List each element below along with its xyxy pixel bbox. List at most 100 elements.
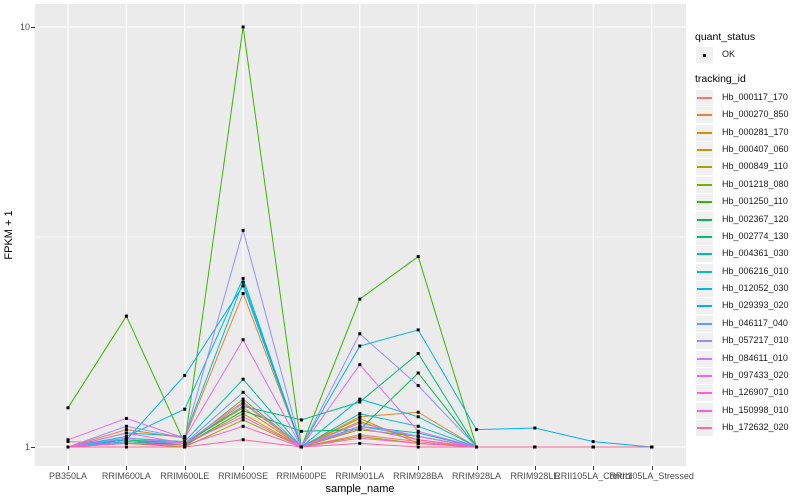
- x-tick-label: RRII105LA_Stressed: [609, 471, 694, 481]
- point-marker: [416, 424, 420, 428]
- point-marker: [358, 420, 362, 423]
- legend-key-box: [696, 350, 713, 367]
- legend-line-swatch: [697, 253, 712, 256]
- legend-key-box: [696, 420, 713, 437]
- x-tick-label: RRIM928LA: [452, 471, 502, 481]
- point-marker: [183, 434, 187, 438]
- legend-key-box: [696, 176, 713, 193]
- point-marker: [358, 428, 362, 432]
- legend-line-swatch: [697, 322, 712, 325]
- point-marker: [183, 436, 187, 440]
- legend-key-box: [696, 228, 713, 245]
- legend-line-swatch: [697, 340, 712, 343]
- x-tick-mark: [243, 466, 245, 470]
- x-tick-mark: [476, 466, 478, 470]
- point-marker: [183, 374, 187, 377]
- point-marker: [358, 412, 362, 416]
- point-marker: [416, 431, 420, 435]
- point-marker: [416, 445, 420, 449]
- x-tick-mark: [184, 466, 186, 470]
- point-marker: [241, 418, 245, 422]
- legend-item-label: Hb_000849_110: [722, 161, 788, 172]
- point-marker: [299, 445, 303, 449]
- point-marker: [533, 426, 537, 430]
- x-tick-mark: [359, 466, 361, 470]
- point-marker: [241, 397, 245, 401]
- point-marker: [124, 440, 128, 444]
- point-marker: [241, 438, 245, 442]
- x-tick-mark: [593, 466, 595, 470]
- x-tick-mark: [68, 466, 69, 470]
- chart-canvas: [35, 4, 686, 466]
- legend-key-box: [696, 90, 713, 106]
- point-marker: [650, 445, 654, 449]
- legend-key-box: [696, 124, 713, 141]
- legend-line-swatch: [697, 114, 712, 117]
- point-marker: [416, 438, 420, 442]
- point-marker: [241, 284, 245, 288]
- point-marker: [241, 424, 245, 428]
- legend-item-label: Hb_000270_850: [722, 109, 789, 120]
- legend-item-label: OK: [722, 49, 736, 59]
- legend-item-label: Hb_012052_030: [722, 283, 789, 294]
- legend-line-swatch: [697, 288, 712, 291]
- point-marker: [124, 436, 128, 440]
- legend-item-label: Hb_097433_020: [722, 369, 789, 380]
- point-marker: [183, 443, 187, 447]
- point-marker: [416, 440, 420, 444]
- point-marker: [183, 407, 187, 411]
- point-marker: [416, 255, 420, 259]
- legend-item-label: Hb_002774_130: [722, 230, 789, 241]
- point-marker: [299, 418, 303, 422]
- legend-key-box: [696, 159, 713, 176]
- point-marker: [183, 440, 187, 444]
- legend-title-quant-status: quant_status: [695, 31, 756, 43]
- x-tick-mark: [301, 466, 303, 470]
- legend-line-swatch: [697, 305, 712, 308]
- point-marker: [416, 328, 420, 332]
- legend-line-swatch: [697, 131, 712, 134]
- point-marker: [124, 441, 128, 445]
- legend-item-label: Hb_004361_030: [722, 248, 789, 259]
- x-tick-mark: [651, 466, 653, 470]
- legend-title-tracking-id: tracking_id: [695, 73, 746, 85]
- point-marker: [124, 314, 128, 318]
- legend-line-swatch: [697, 270, 712, 273]
- point-marker: [241, 415, 245, 419]
- point-marker: [241, 409, 245, 413]
- legend-item-label: Hb_000281_170: [722, 126, 789, 137]
- x-tick-mark: [534, 466, 536, 470]
- point-marker: [358, 397, 362, 401]
- x-tick-label: RRIM600SE: [218, 471, 269, 481]
- point-marker: [416, 429, 420, 433]
- legend-key-box: [696, 281, 713, 298]
- y-tick-mark: [31, 447, 35, 448]
- point-marker: [358, 424, 362, 428]
- legend-item-label: Hb_046117_040: [722, 317, 788, 328]
- point-marker: [124, 424, 128, 428]
- point-marker: [183, 441, 187, 445]
- legend-line-swatch: [697, 409, 712, 412]
- legend-line-swatch: [697, 392, 712, 395]
- point-marker: [358, 415, 362, 419]
- point-marker: [241, 377, 245, 381]
- legend-key-box: [696, 385, 713, 402]
- legend-item-label: Hb_001218_080: [722, 178, 789, 189]
- point-marker: [124, 416, 128, 420]
- point-marker: [358, 297, 362, 301]
- x-tick-label: PB350LA: [48, 471, 88, 481]
- point-marker: [416, 434, 420, 438]
- legend-line-swatch: [697, 97, 712, 99]
- point-marker: [416, 415, 420, 419]
- point-marker: [241, 228, 245, 232]
- point-marker: [183, 445, 187, 449]
- plot-panel: [35, 4, 686, 466]
- legend-key-box: [696, 333, 713, 350]
- legend-line-swatch: [697, 235, 712, 238]
- point-marker: [124, 431, 128, 435]
- x-tick-label: RRIM901LA: [335, 471, 385, 481]
- point-marker: [416, 371, 420, 375]
- legend-line-swatch: [697, 427, 712, 430]
- point-marker: [241, 390, 245, 394]
